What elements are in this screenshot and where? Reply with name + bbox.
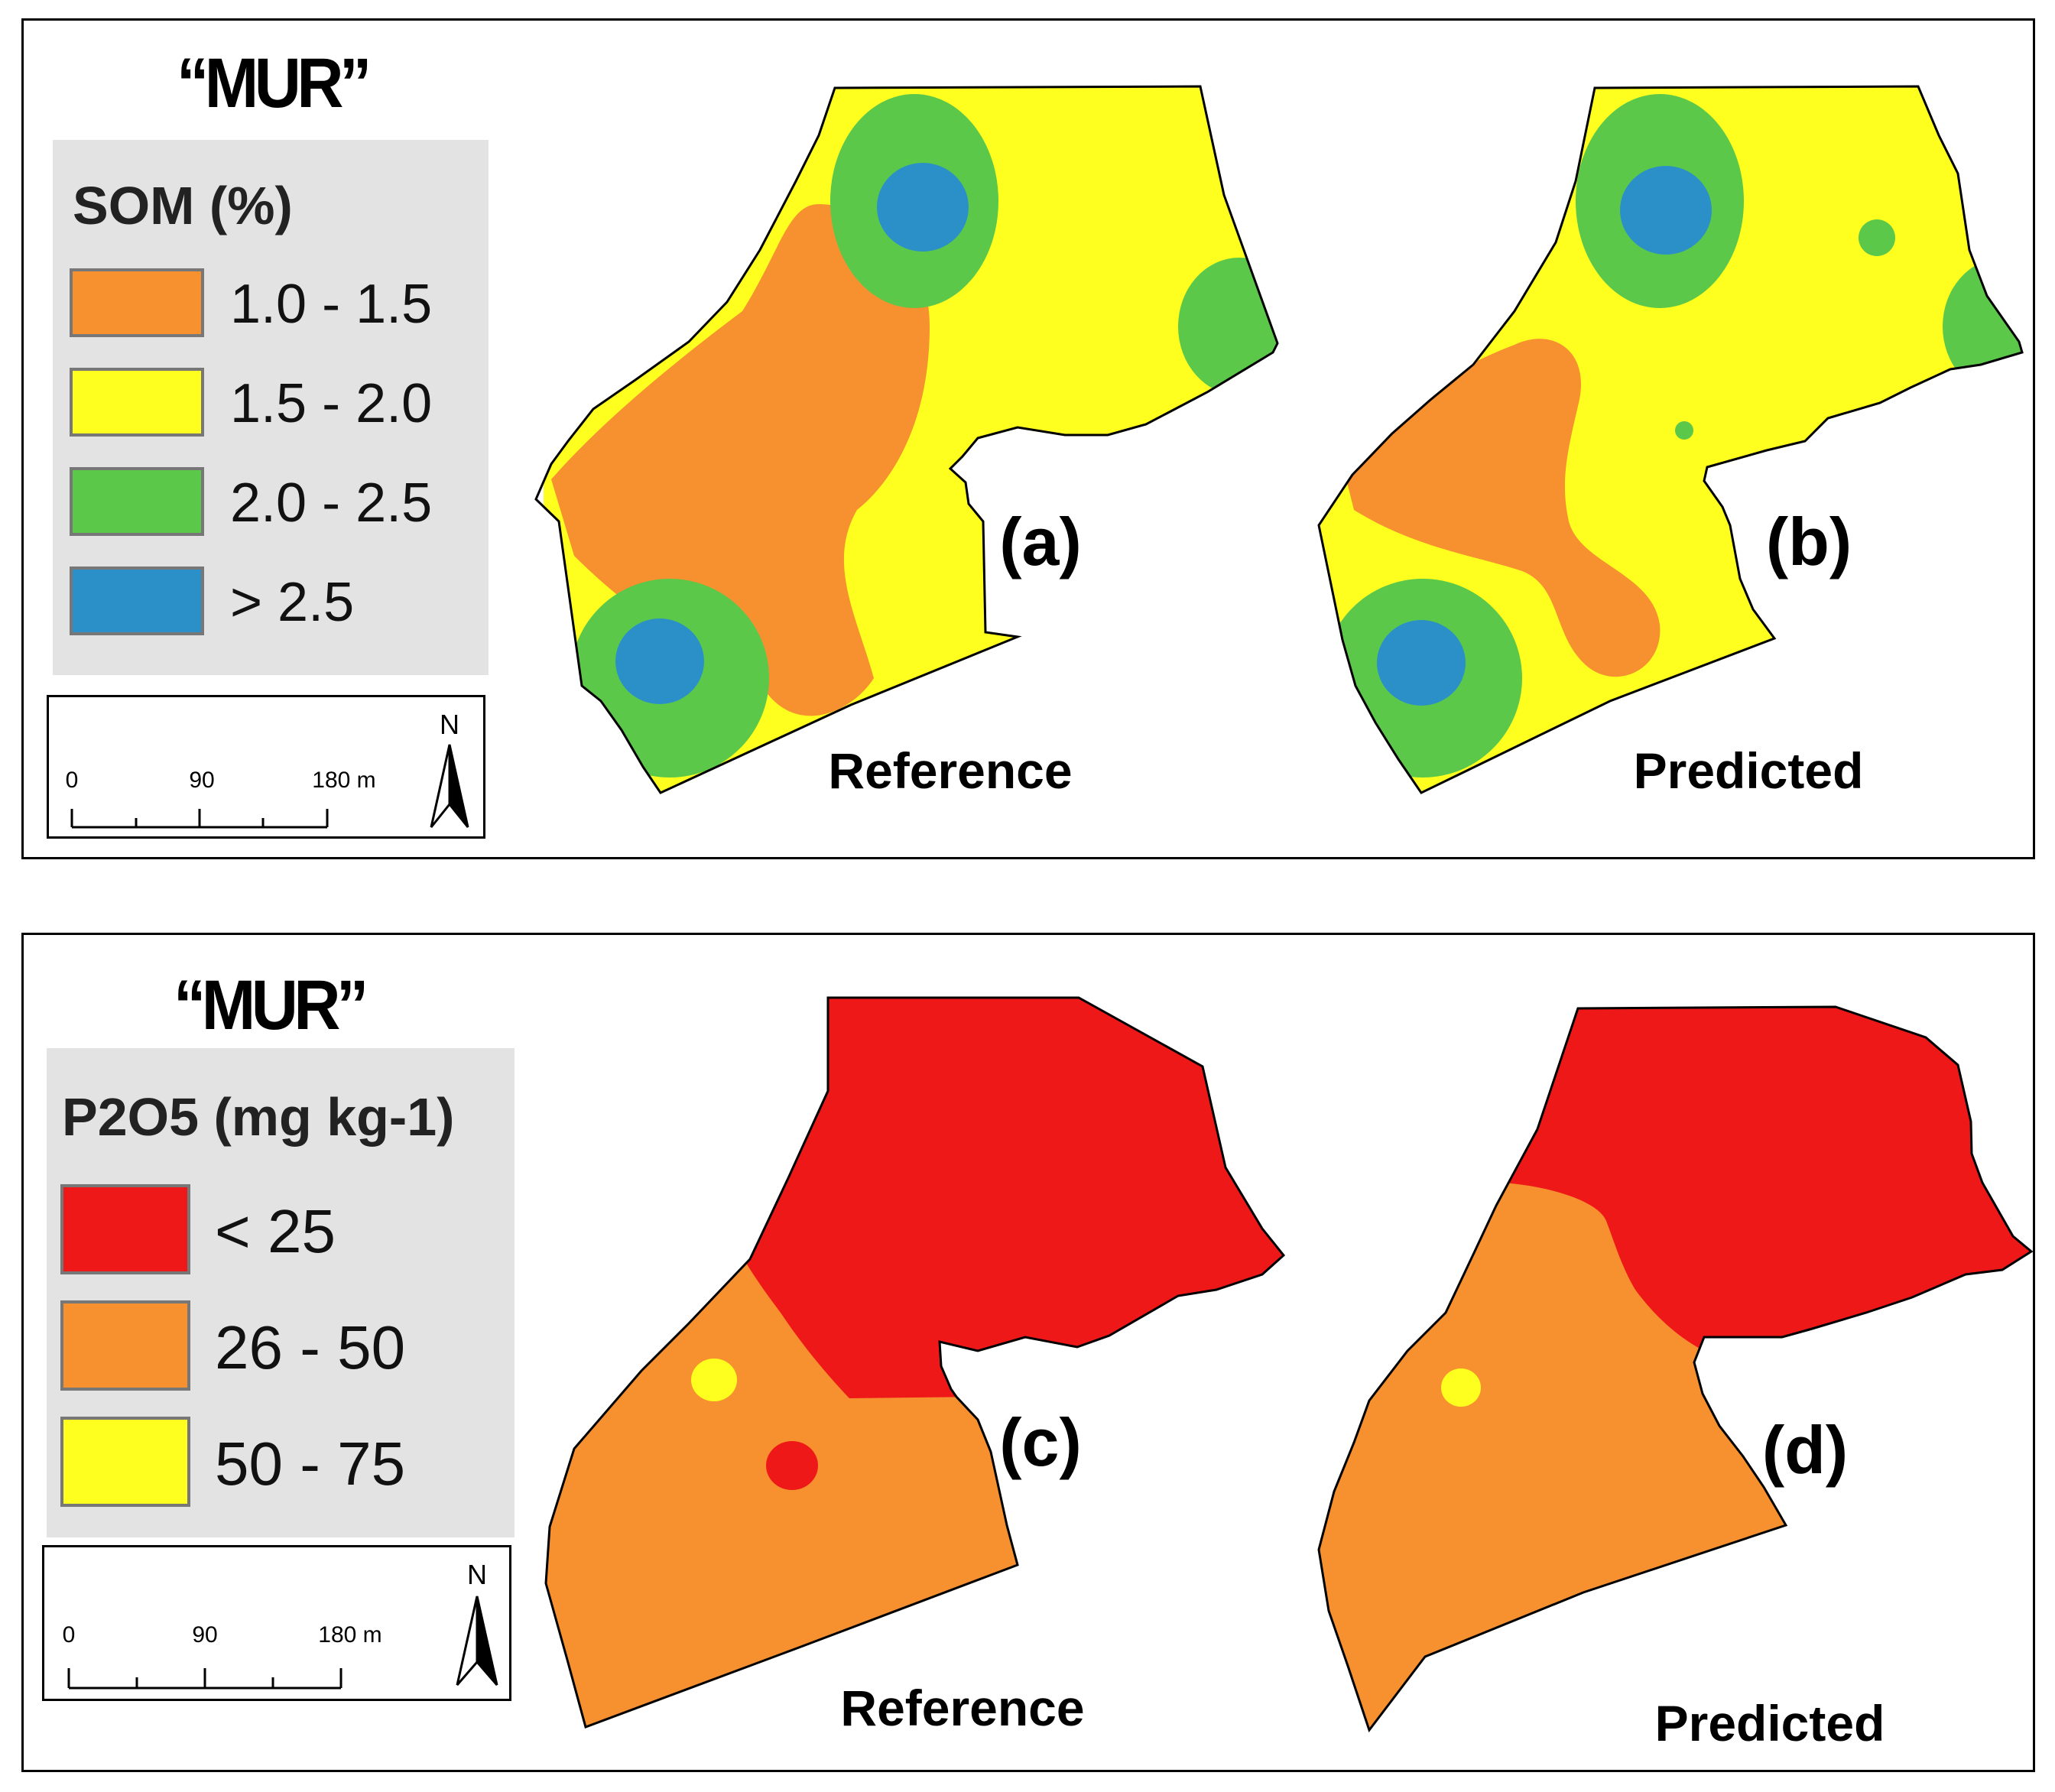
panel-letter: (c) <box>999 1404 1082 1480</box>
map-b-predicted: Predicted (b) <box>1317 85 2024 799</box>
som-class-area <box>1859 219 1895 256</box>
p2o5-class-area <box>1441 1368 1481 1407</box>
north-arrow-icon <box>456 1596 498 1686</box>
som-class-area <box>1339 339 1661 677</box>
legend-title: SOM (%) <box>73 176 293 235</box>
panel-letter: (b) <box>1766 504 1852 579</box>
p2o5-class-area <box>1503 1007 2031 1351</box>
scale-tick-label: 90 <box>189 768 214 793</box>
scale-bar <box>70 809 329 829</box>
p2o5-maps: Reference (c) Predicted (d) <box>544 996 2034 1751</box>
legend-label: 2.0 - 2.5 <box>230 472 433 534</box>
som-class-area <box>1943 258 2022 395</box>
som-figure-panel: “MUR” SOM (%) 1.0 - 1.5 1.5 - 2.0 2.0 - … <box>21 18 2035 859</box>
map-caption: Predicted <box>1655 1695 1885 1751</box>
map-a-reference: Reference (a) <box>534 85 1279 799</box>
som-class-area <box>877 163 969 252</box>
legend-swatch <box>60 1184 190 1274</box>
som-maps: Reference (a) Predicted (b) <box>534 85 2024 799</box>
legend-swatch <box>60 1417 190 1507</box>
north-arrow-icon <box>430 744 469 828</box>
som-class-area <box>1377 620 1466 706</box>
legend-swatch <box>70 368 204 437</box>
map-caption: Reference <box>828 742 1072 799</box>
legend-label: 26 - 50 <box>215 1313 406 1381</box>
som-class-area <box>1675 421 1693 440</box>
map-caption: Reference <box>840 1680 1084 1736</box>
site-title: “MUR” <box>174 966 368 1044</box>
map-d-predicted: Predicted (d) <box>1317 1005 2034 1751</box>
p2o5-class-area <box>691 1359 737 1401</box>
map-caption: Predicted <box>1634 742 1864 799</box>
legend-label: 1.5 - 2.0 <box>230 373 433 434</box>
scale-tick-label: 180 m <box>318 1622 381 1648</box>
som-class-area <box>615 618 704 704</box>
scale-tick-label: 0 <box>63 1622 76 1648</box>
panel-letter: (a) <box>999 504 1082 579</box>
scale-tick-label: 180 m <box>312 768 375 793</box>
som-class-area <box>1178 258 1277 395</box>
scale-tick-label: 90 <box>192 1622 217 1648</box>
p2o5-figure-panel: “MUR” P2O5 (mg kg-1) < 25 26 - 50 50 - 7… <box>21 933 2035 1772</box>
north-label: N <box>440 709 459 740</box>
som-class-area <box>1620 166 1712 255</box>
p2o5-legend: P2O5 (mg kg-1) < 25 26 - 50 50 - 75 <box>47 1048 515 1537</box>
legend-label: 50 - 75 <box>215 1430 406 1498</box>
legend-label: 1.0 - 1.5 <box>230 274 433 335</box>
scale-tick-label: 0 <box>66 768 79 793</box>
north-label: N <box>467 1559 487 1590</box>
legend-swatch <box>70 566 204 635</box>
legend-label: > 2.5 <box>230 572 355 633</box>
map-c-reference: Reference (c) <box>544 996 1286 1736</box>
som-legend: SOM (%) 1.0 - 1.5 1.5 - 2.0 2.0 - 2.5 > … <box>53 140 489 675</box>
legend-title: P2O5 (mg kg-1) <box>62 1087 455 1147</box>
site-title: “MUR” <box>177 44 372 122</box>
panel-letter: (d) <box>1762 1412 1848 1488</box>
scale-bar <box>67 1668 342 1690</box>
legend-label: < 25 <box>215 1197 336 1265</box>
legend-swatch <box>60 1300 190 1391</box>
legend-swatch <box>70 268 204 337</box>
p2o5-class-area <box>735 998 1284 1398</box>
legend-swatch <box>70 467 204 536</box>
p2o5-class-area <box>766 1441 818 1490</box>
scale-bar-box: 0 90 180 m N <box>42 1545 511 1701</box>
scale-bar-box: 0 90 180 m N <box>47 695 485 839</box>
